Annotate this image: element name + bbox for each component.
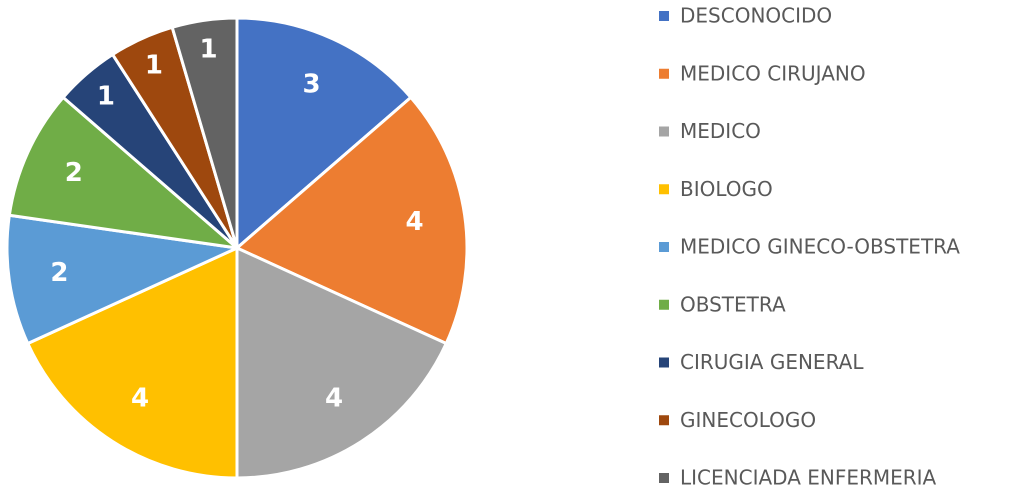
pie-slice bbox=[5, 213, 239, 346]
legend-swatch bbox=[659, 126, 669, 137]
data-label: 4 bbox=[406, 207, 424, 237]
pie-slice bbox=[170, 16, 239, 250]
legend-label: LICENCIADA ENFERMERIA bbox=[680, 466, 937, 490]
legend-swatch bbox=[659, 242, 669, 252]
data-label: 4 bbox=[131, 383, 149, 413]
legend-label: CIRUGIA GENERAL bbox=[680, 350, 864, 374]
data-label: 1 bbox=[145, 50, 163, 80]
legend-label: MEDICO GINECO-OBSTETRA bbox=[680, 235, 960, 259]
legend-label: GINECOLOGO bbox=[680, 408, 816, 432]
legend-label: BIOLOGO bbox=[680, 177, 773, 201]
data-label: 3 bbox=[302, 69, 320, 99]
legend-label: MEDICO CIRUJANO bbox=[680, 61, 866, 85]
data-label: 2 bbox=[50, 258, 68, 288]
pie-slice bbox=[26, 246, 239, 480]
legend-swatch bbox=[659, 357, 669, 368]
data-label: 1 bbox=[97, 81, 115, 111]
pie-slice bbox=[235, 16, 413, 250]
legend-swatch bbox=[659, 11, 669, 21]
data-label: 1 bbox=[199, 34, 217, 64]
pie-slice bbox=[235, 95, 469, 346]
legend-swatch bbox=[659, 68, 669, 79]
legend-swatch bbox=[659, 184, 669, 195]
legend-swatch bbox=[659, 473, 669, 483]
legend-label: MEDICO bbox=[680, 119, 761, 143]
legend-swatch bbox=[659, 299, 669, 310]
legend-label: DESCONOCIDO bbox=[680, 4, 832, 28]
pie-slice bbox=[7, 95, 239, 250]
data-label: 2 bbox=[65, 158, 83, 188]
pie-slice bbox=[235, 246, 448, 480]
legend-label: OBSTETRA bbox=[680, 292, 786, 316]
data-label: 4 bbox=[325, 383, 343, 413]
legend-swatch bbox=[659, 415, 669, 426]
